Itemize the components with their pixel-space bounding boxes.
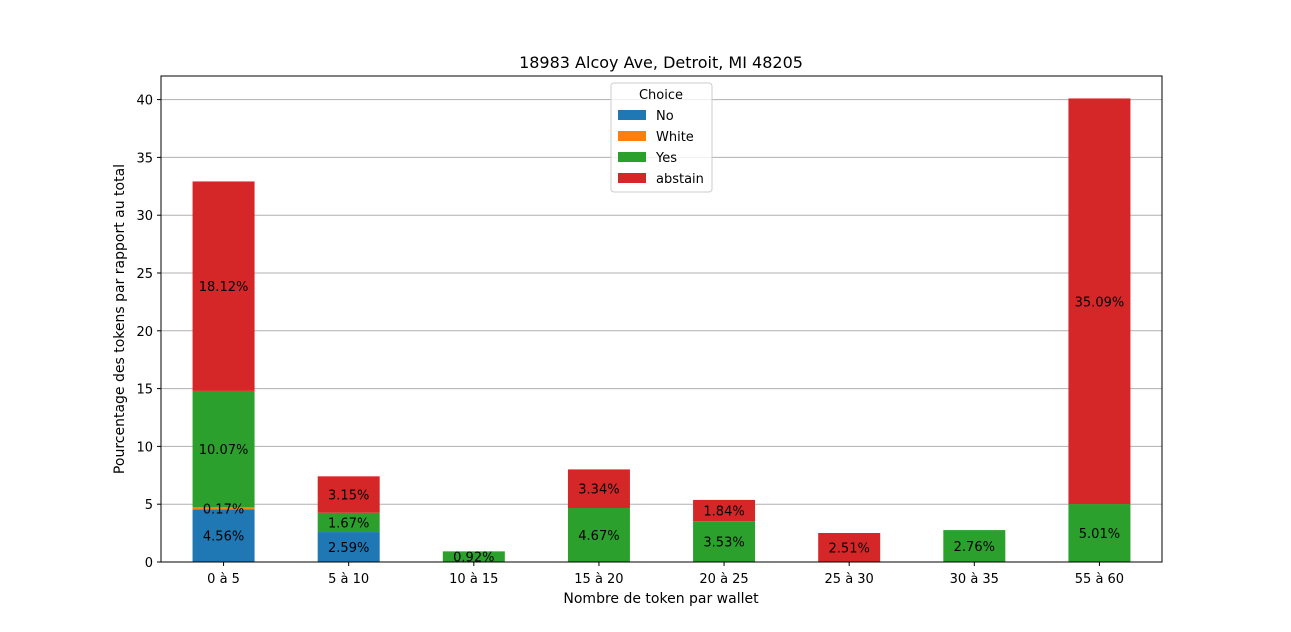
- legend-label: abstain: [656, 172, 704, 187]
- bar-segment-yes: [943, 530, 1006, 562]
- x-tick-label: 30 à 35: [950, 572, 999, 587]
- bar-segment-yes: [1068, 504, 1131, 562]
- bar-segment-yes: [442, 551, 505, 562]
- y-tick-label: 25: [136, 267, 153, 282]
- data-label: 3.34%: [578, 483, 619, 498]
- y-tick-label: 30: [136, 209, 153, 224]
- y-axis-ticks: 0 5 10 15 20 25 30 35 40: [136, 94, 161, 571]
- data-label: 3.15%: [328, 489, 369, 504]
- data-label: 5.01%: [1079, 527, 1120, 542]
- legend-swatch-no: [618, 110, 646, 120]
- bar-segment-abstain: [192, 181, 255, 391]
- data-label: 2.76%: [954, 540, 995, 555]
- y-tick-label: 10: [136, 440, 153, 455]
- x-tick-label: 55 à 60: [1075, 572, 1124, 587]
- x-tick-label: 20 à 25: [699, 572, 748, 587]
- data-label: 18.12%: [199, 280, 249, 295]
- data-label: 2.59%: [328, 541, 369, 556]
- data-label: 1.84%: [703, 505, 744, 520]
- bar-segment-abstain: [1068, 98, 1131, 505]
- bar-segment-no: [317, 532, 380, 562]
- chart-title: 18983 Alcoy Ave, Detroit, MI 48205: [519, 53, 803, 72]
- y-tick-label: 40: [136, 94, 153, 109]
- legend-label: No: [656, 109, 674, 124]
- legend-swatch-abstain: [618, 173, 646, 183]
- bar-segment-no: [192, 509, 255, 562]
- data-label: 35.09%: [1075, 295, 1125, 310]
- bar-segment-yes: [317, 512, 380, 533]
- bar-segment-white: [192, 507, 255, 510]
- bar-segment-yes: [693, 521, 756, 562]
- x-tick-label: 25 à 30: [825, 572, 874, 587]
- bars: [192, 98, 1131, 562]
- y-tick-label: 0: [145, 556, 153, 571]
- legend-swatch-yes: [618, 152, 646, 162]
- data-label: 10.07%: [199, 443, 249, 458]
- legend-items: No White Yes abstain: [618, 109, 704, 187]
- x-axis-label: Nombre de token par wallet: [563, 591, 759, 607]
- bar-segment-abstain: [818, 532, 881, 562]
- bar-segment-abstain: [317, 476, 380, 513]
- y-tick-label: 15: [136, 383, 153, 398]
- data-label: 1.67%: [328, 516, 369, 531]
- plot-area-frame: [160, 75, 1163, 563]
- y-axis-label: Pourcentage des tokens par rapport au to…: [112, 164, 128, 474]
- legend-swatch-white: [618, 131, 646, 141]
- data-label: 3.53%: [703, 536, 744, 551]
- x-tick-label: 15 à 20: [574, 572, 623, 587]
- bar-segment-yes: [567, 508, 630, 562]
- data-label: 2.51%: [829, 541, 870, 556]
- y-tick-label: 20: [136, 325, 153, 340]
- x-tick-label: 10 à 15: [449, 572, 498, 587]
- bar-segment-abstain: [693, 499, 756, 522]
- data-label: 0.17%: [203, 502, 244, 517]
- legend-title: Choice: [639, 88, 683, 103]
- legend-label: Yes: [655, 151, 677, 166]
- legend-label: White: [656, 130, 694, 145]
- x-tick-label: 5 à 10: [328, 572, 369, 587]
- x-axis-ticks: 0 à 5 5 à 10 10 à 15 15 à 20 20 à 25 25 à 30 3…: [207, 562, 1124, 587]
- y-tick-label: 5: [145, 498, 153, 513]
- y-tick-label: 35: [136, 151, 153, 166]
- legend: Choice No White Yes abstain: [610, 82, 713, 193]
- data-label: 4.56%: [203, 530, 244, 545]
- data-labels: 4.56%0.17%10.07%18.12%2.59%1.67%3.15%0.9…: [199, 280, 1124, 566]
- bar-segment-abstain: [567, 469, 630, 509]
- data-label: 4.67%: [578, 529, 619, 544]
- x-tick-label: 0 à 5: [207, 572, 240, 587]
- bar-segment-yes: [192, 390, 255, 508]
